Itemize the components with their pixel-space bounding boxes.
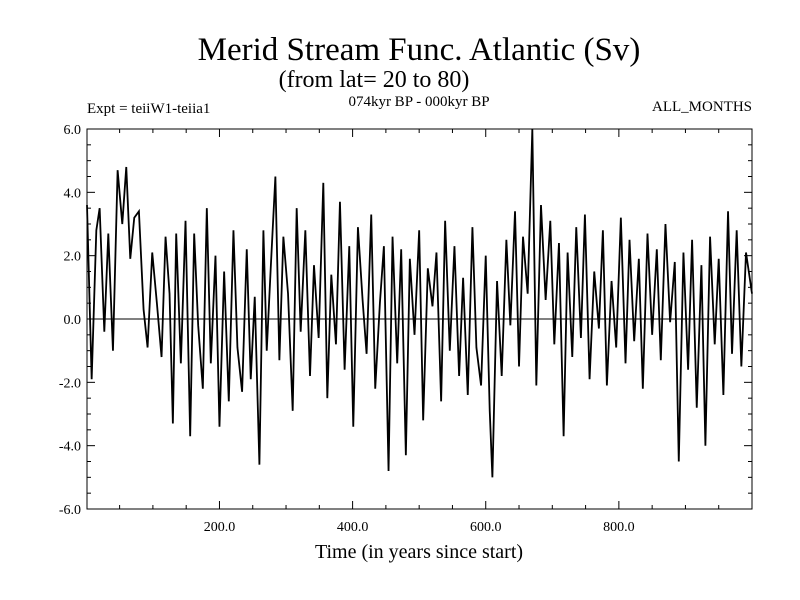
chart-subtitle: (from lat= 20 to 80) xyxy=(279,67,470,93)
x-tick-label: 800.0 xyxy=(603,520,635,535)
x-tick-label: 600.0 xyxy=(470,520,502,535)
y-tick-label: -2.0 xyxy=(59,376,81,391)
axis-tick-labels: -6.0 -4.0 -2.0 0.0 2.0 4.0 6.0 200.0 400.0 600.0 8… xyxy=(59,123,635,535)
x-axis-label: Time (in years since start) xyxy=(315,541,523,563)
y-tick-label: -4.0 xyxy=(59,440,81,455)
axis-ticks xyxy=(87,128,753,510)
y-tick-label: -6.0 xyxy=(59,503,81,518)
y-tick-label: 4.0 xyxy=(64,186,82,201)
experiment-label: Expt = teiiW1-teiia1 xyxy=(87,101,210,117)
x-tick-label: 400.0 xyxy=(337,520,369,535)
months-label: ALL_MONTHS xyxy=(652,99,752,115)
series-line xyxy=(86,128,753,478)
time-range-label: 074kyr BP - 000kyr BP xyxy=(348,94,489,110)
y-tick-label: 6.0 xyxy=(64,123,82,138)
y-tick-label: 0.0 xyxy=(64,313,82,328)
chart-title: Merid Stream Func. Atlantic (Sv) xyxy=(198,32,641,68)
y-tick-label: 2.0 xyxy=(64,250,82,265)
x-tick-label: 200.0 xyxy=(204,520,236,535)
